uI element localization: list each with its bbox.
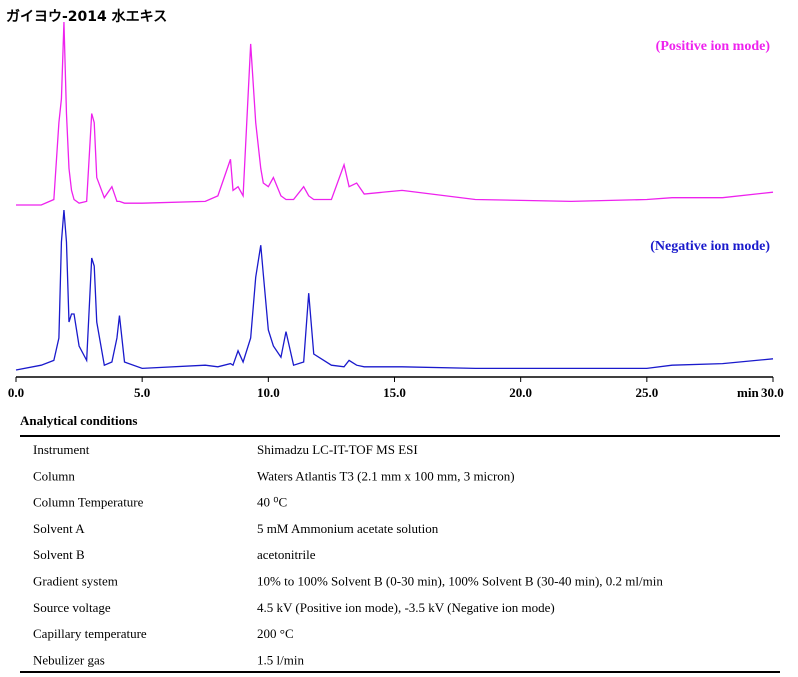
table-value: Shimadzu LC-IT-TOF MS ESI bbox=[257, 442, 418, 457]
x-tick-label: 25.0 bbox=[635, 385, 658, 400]
x-tick-label: 10.0 bbox=[257, 385, 280, 400]
x-axis-label: min bbox=[737, 385, 759, 400]
trace-line bbox=[15, 209, 774, 371]
x-tick-label: 0.0 bbox=[8, 385, 24, 400]
table-value: Waters Atlantis T3 (2.1 mm x 100 mm, 3 m… bbox=[257, 468, 515, 483]
table-value: 40 ⁰C bbox=[257, 495, 287, 510]
table-value: 5 mM Ammonium acetate solution bbox=[257, 521, 439, 536]
table-label: Column Temperature bbox=[33, 495, 144, 510]
table-label: Nebulizer gas bbox=[33, 652, 105, 667]
table-label: Gradient system bbox=[33, 574, 118, 589]
table-label: Capillary temperature bbox=[33, 626, 147, 641]
table-label: Source voltage bbox=[33, 600, 111, 615]
x-tick-label: 20.0 bbox=[509, 385, 532, 400]
table-label: Solvent A bbox=[33, 521, 85, 536]
x-tick-label: 5.0 bbox=[134, 385, 150, 400]
table-label: Solvent B bbox=[33, 547, 85, 562]
table-value: 10% to 100% Solvent B (0-30 min), 100% S… bbox=[257, 574, 663, 589]
page-title: ガイヨウ-2014 水エキス bbox=[6, 8, 167, 25]
table-value: 200 °C bbox=[257, 626, 294, 641]
table-value: 4.5 kV (Positive ion mode), -3.5 kV (Neg… bbox=[257, 600, 555, 615]
table-heading: Analytical conditions bbox=[20, 413, 137, 428]
table-label: Instrument bbox=[33, 442, 90, 457]
legend-label: (Positive ion mode) bbox=[656, 39, 771, 54]
table-value: 1.5 l/min bbox=[257, 652, 304, 667]
table-value: acetonitrile bbox=[257, 547, 316, 562]
x-tick-label: 15.0 bbox=[383, 385, 406, 400]
x-tick-label: 30.0 bbox=[761, 385, 784, 400]
trace-line bbox=[16, 21, 774, 206]
legend-label: (Negative ion mode) bbox=[650, 239, 770, 254]
table-label: Column bbox=[33, 468, 75, 483]
